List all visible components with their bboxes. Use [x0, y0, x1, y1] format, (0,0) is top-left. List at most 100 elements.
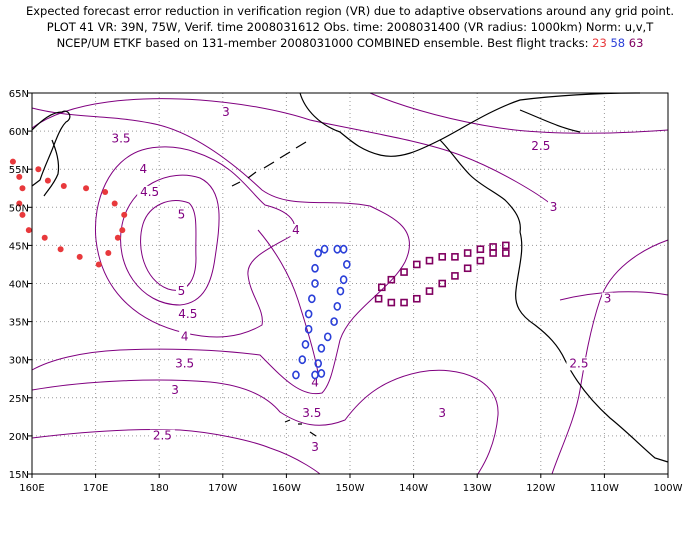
contour-label: 4.5	[178, 307, 197, 321]
contour-label: 4	[311, 375, 319, 389]
track-23-point	[25, 227, 32, 234]
track-58-point	[330, 317, 338, 326]
contour-label-bg	[172, 357, 198, 371]
track-23-point	[114, 234, 121, 241]
track-63-point	[412, 294, 421, 303]
track-63-point	[451, 253, 459, 261]
contour-label: 4	[181, 330, 189, 344]
contour-label: 4	[292, 223, 300, 237]
track-23-point	[105, 250, 112, 257]
track-58-point	[339, 275, 348, 285]
contour-4	[94, 146, 296, 338]
track-58-point	[311, 263, 319, 273]
x-tick-label: 130W	[463, 483, 492, 494]
contour-label: 5	[178, 284, 186, 298]
track-63-label: 63	[628, 36, 644, 50]
track-63-point	[387, 275, 396, 284]
track-63-point	[425, 256, 434, 265]
track-58-point	[311, 279, 319, 288]
track-63-point	[377, 283, 386, 292]
contour-label-bg	[175, 208, 187, 222]
track-63-point	[412, 260, 421, 269]
track-63-point	[502, 249, 510, 257]
contour-3-bottom	[31, 369, 499, 475]
contour-label: 2.5	[531, 139, 550, 153]
x-tick-label: 150W	[336, 483, 365, 494]
coastlines	[31, 92, 669, 463]
contour-label-bg	[169, 383, 181, 397]
track-23-point	[35, 166, 42, 173]
track-63-point	[476, 256, 485, 265]
contour-2-5-top	[369, 92, 669, 134]
contour-3-top	[31, 98, 553, 206]
coast-aleutians	[231, 141, 307, 187]
contour-label: 3.5	[302, 406, 321, 420]
contour-label: 4	[139, 162, 147, 176]
track-58-point	[343, 260, 351, 269]
x-tick-label: 100W	[654, 483, 683, 494]
contour-label-bg	[602, 292, 614, 306]
x-tick-label: 160W	[272, 483, 301, 494]
track-63-point	[400, 298, 408, 307]
track-23-point	[41, 234, 48, 241]
contour-label: 3	[438, 406, 446, 420]
track-63	[374, 241, 510, 307]
coast-kamchatka	[43, 139, 60, 197]
contour-label: 2.5	[569, 356, 588, 370]
track-58-point	[314, 248, 323, 258]
contour-2-5-bottom	[31, 428, 321, 475]
track-58-point	[320, 244, 329, 254]
flight-tracks	[9, 158, 510, 380]
track-58-point	[304, 309, 313, 319]
track-63-point	[438, 253, 447, 261]
contour-label-bg	[149, 429, 175, 443]
contour-label-bg	[290, 223, 302, 237]
track-58-point	[301, 340, 310, 349]
contour-2-5-east	[551, 239, 669, 475]
track-58-point	[323, 332, 332, 342]
track-23	[9, 158, 128, 268]
contour-label: 3.5	[111, 132, 130, 146]
track-58-point	[333, 301, 342, 311]
y-tick-label: 55N	[9, 165, 29, 176]
track-58-point	[314, 359, 323, 368]
contour-label: 3	[604, 292, 612, 306]
contour-label-bg	[299, 406, 325, 420]
contour-5	[140, 200, 197, 291]
track-23-point	[9, 158, 16, 165]
track-23-point	[44, 177, 51, 184]
coast-inner	[439, 92, 641, 141]
contour-label-bg	[137, 163, 149, 177]
y-tick-label: 35N	[9, 318, 29, 329]
x-tick-label: 160E	[19, 483, 44, 494]
track-58-point	[336, 286, 345, 296]
axis-ticks: 160E 170E 180 170W 160W 150W 140W 130W 120W 110W 1…	[9, 89, 683, 494]
track-58-point	[317, 343, 326, 353]
header-line-3-prefix: NCEP/UM ETKF based on 131-member 2008031…	[56, 36, 589, 50]
coast-alaska	[299, 92, 521, 233]
track-23-label: 23	[592, 36, 607, 50]
y-tick-label: 30N	[9, 356, 29, 367]
contour-label-bg	[108, 132, 134, 146]
y-tick-label: 65N	[9, 89, 29, 100]
contour-label-bg	[436, 406, 448, 420]
track-63-point	[502, 241, 510, 250]
track-63-point	[489, 243, 497, 251]
track-23-point	[102, 189, 109, 196]
header-line-2: PLOT 41 VR: 39N, 75W, Verif. time 200803…	[46, 20, 654, 34]
track-23-point	[57, 246, 64, 253]
x-tick-label: 120W	[526, 483, 555, 494]
track-23-point	[60, 182, 67, 189]
coast-arctic-islands	[519, 109, 581, 133]
track-23-point	[19, 211, 26, 218]
contour-label-bg	[548, 201, 560, 215]
track-58-point	[298, 355, 307, 365]
contour-label: 3	[311, 440, 319, 454]
track-63-point	[463, 249, 472, 257]
contour-label-bg	[309, 376, 321, 390]
contour-label-bg	[309, 441, 321, 455]
track-63-point	[425, 287, 434, 295]
track-63-point	[400, 268, 408, 276]
track-63-point	[463, 264, 472, 273]
